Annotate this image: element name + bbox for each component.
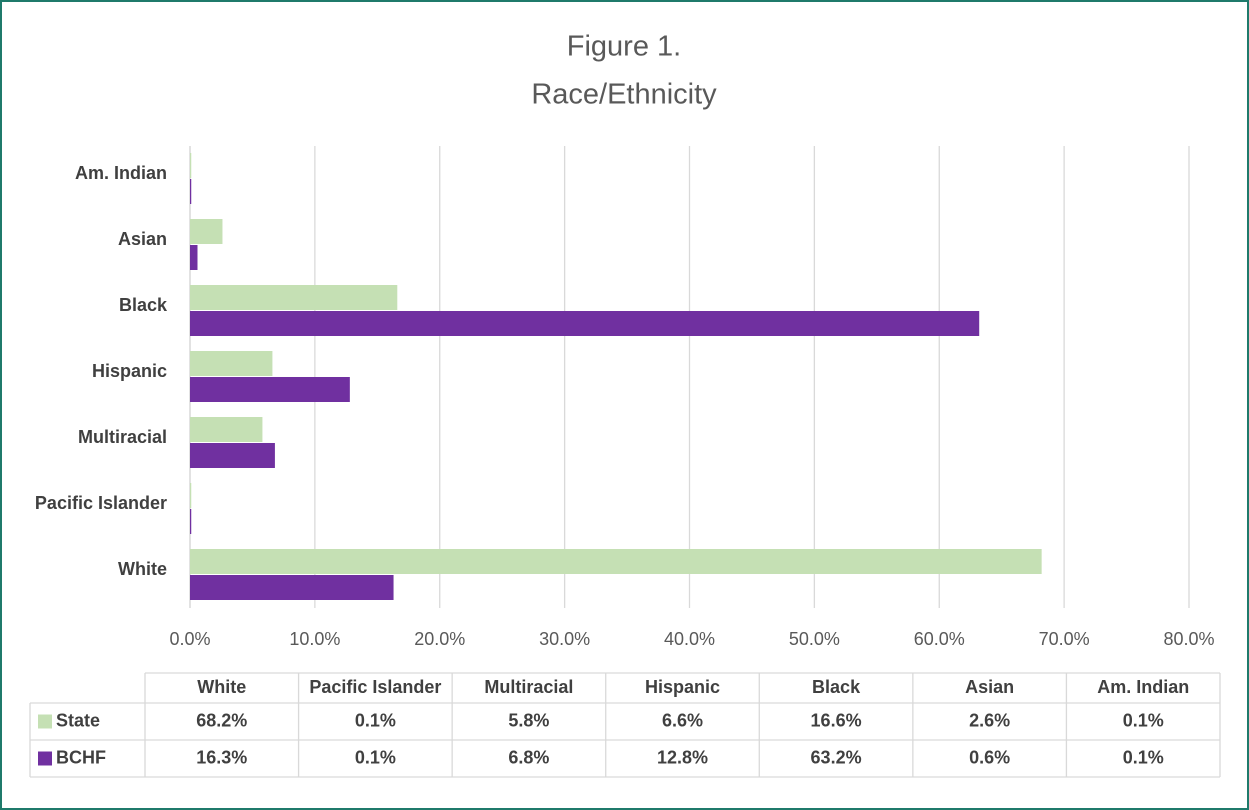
bar [190,219,223,244]
table-value: 0.1% [1123,710,1164,730]
table-value: 12.8% [657,747,708,767]
table-value: 5.8% [508,710,549,730]
table-header: Pacific Islander [309,677,441,697]
bar [190,153,192,178]
y-tick-label: Black [119,295,168,315]
table-value: 0.1% [355,747,396,767]
table-value: 0.6% [969,747,1010,767]
y-tick-label: Pacific Islander [35,493,167,513]
y-tick-label: Hispanic [92,361,167,381]
x-tick-label: 10.0% [289,629,340,649]
x-tick-label: 70.0% [1039,629,1090,649]
bar [190,179,192,204]
bar [190,549,1042,574]
bar [190,311,980,336]
y-tick-label: Am. Indian [75,163,167,183]
table-value: 16.3% [196,747,247,767]
x-tick-label: 0.0% [169,629,210,649]
legend-label: BCHF [56,747,106,767]
table-value: 68.2% [196,710,247,730]
table-header: Hispanic [645,677,720,697]
table-value: 2.6% [969,710,1010,730]
x-tick-label: 80.0% [1163,629,1214,649]
table-value: 0.1% [355,710,396,730]
x-tick-label: 30.0% [539,629,590,649]
table-header: White [197,677,246,697]
bar [190,417,263,442]
table-header: Asian [965,677,1014,697]
y-tick-label: White [118,559,167,579]
table-value: 63.2% [811,747,862,767]
table-header: Am. Indian [1097,677,1189,697]
bar [190,443,275,468]
bar [190,483,192,508]
table-value: 6.6% [662,710,703,730]
legend-swatch [38,714,52,729]
legend-label: State [56,710,100,730]
bar [190,285,398,310]
x-tick-label: 50.0% [789,629,840,649]
table-value: 6.8% [508,747,549,767]
table-header: Multiracial [484,677,573,697]
table-value: 0.1% [1123,747,1164,767]
bar [190,509,192,534]
x-tick-label: 40.0% [664,629,715,649]
table-value: 16.6% [811,710,862,730]
bar [190,575,394,600]
x-tick-label: 60.0% [914,629,965,649]
y-tick-label: Asian [118,229,167,249]
legend-swatch [38,751,52,766]
y-tick-label: Multiracial [78,427,167,447]
chart-title: Figure 1. [567,31,681,63]
bar [190,351,273,376]
x-tick-label: 20.0% [414,629,465,649]
bar [190,377,350,402]
bar [190,245,198,270]
chart-subtitle: Race/Ethnicity [531,79,717,111]
table-header: Black [812,677,861,697]
